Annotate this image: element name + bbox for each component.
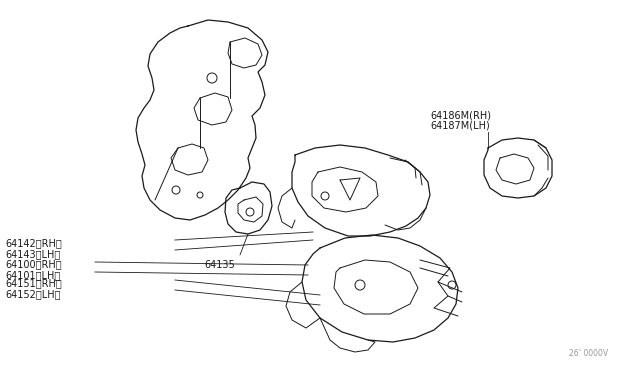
Text: 64152〈LH〉: 64152〈LH〉 xyxy=(5,289,61,299)
Text: 64186M(RH): 64186M(RH) xyxy=(430,110,491,120)
Text: 64151〈RH〉: 64151〈RH〉 xyxy=(5,278,61,288)
Text: 64143〈LH〉: 64143〈LH〉 xyxy=(5,249,60,259)
Text: 64101〈LH〉: 64101〈LH〉 xyxy=(5,270,60,280)
Text: 26’ 0000V: 26’ 0000V xyxy=(569,349,608,358)
Text: 64142〈RH〉: 64142〈RH〉 xyxy=(5,238,61,248)
Text: 64100〈RH〉: 64100〈RH〉 xyxy=(5,259,61,269)
Text: 64135: 64135 xyxy=(205,260,236,270)
Text: 64187M(LH): 64187M(LH) xyxy=(430,121,490,131)
